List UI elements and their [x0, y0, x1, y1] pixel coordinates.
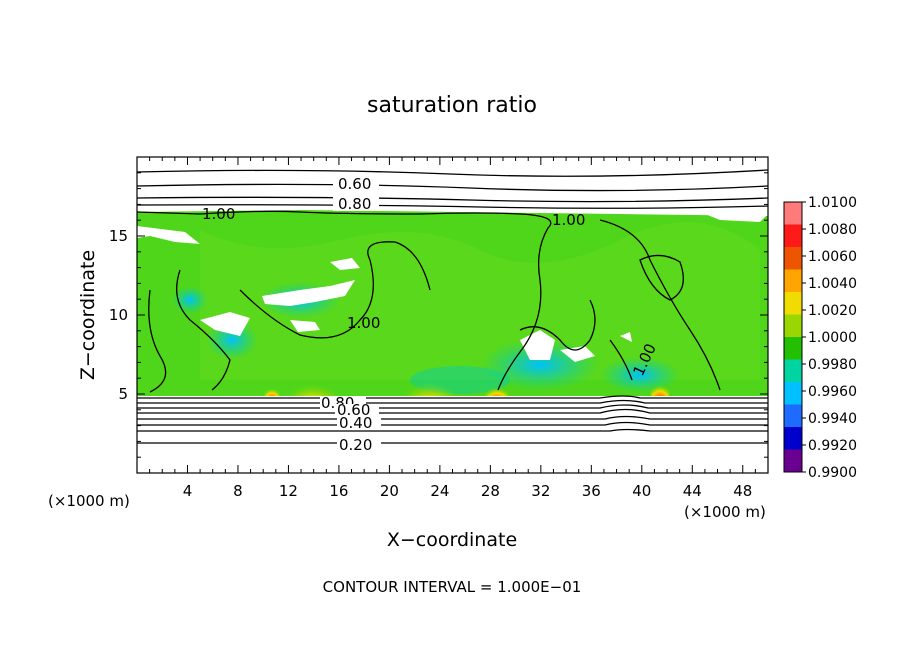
y-tick-label: 5: [118, 385, 128, 403]
x-tick-label: 20: [380, 482, 399, 500]
contour-label: 1.00: [347, 314, 380, 332]
colorbar-swatch: [784, 449, 802, 473]
x-tick-label: 48: [733, 482, 752, 500]
colorbar-swatch: [784, 382, 802, 405]
y-axis: 5 10 15: [109, 156, 768, 474]
contour-labels: 0.60 0.80 1.00 1.00 1.00 1.00 0.80 0.60 …: [202, 175, 660, 454]
colorbar-label: 1.0020: [808, 303, 857, 319]
colorbar-swatch: [784, 359, 802, 383]
colorbar-swatch: [784, 427, 802, 450]
x-tick-label: 44: [683, 482, 702, 500]
x-axis-title: X−coordinate: [387, 529, 517, 551]
colorbar-label: 0.9940: [808, 411, 857, 427]
contour-label: 0.80: [338, 195, 371, 213]
contour-interval-note: CONTOUR INTERVAL = 1.000E−01: [323, 578, 582, 596]
x-tick-label: 24: [430, 482, 449, 500]
x-tick-label: 4: [183, 482, 193, 500]
x-unit-right: (×1000 m): [684, 503, 766, 521]
colorbar-swatch: [784, 202, 802, 225]
colorbar-label: 0.9980: [808, 357, 857, 373]
colorbar-swatch: [784, 337, 802, 360]
contour-label: 1.00: [202, 205, 235, 223]
x-unit-left: (×1000 m): [48, 492, 130, 510]
x-axis: 4 8 12 16 20 24 28 32 36 40 44 48: [136, 157, 769, 500]
contour-label: 0.40: [339, 414, 372, 432]
colorbar-label: 0.9920: [808, 438, 857, 454]
x-tick-label: 40: [632, 482, 651, 500]
x-tick-label: 28: [481, 482, 500, 500]
x-tick-label: 16: [329, 482, 348, 500]
x-tick-label: 36: [582, 482, 601, 500]
colorbar-label: 1.0100: [808, 195, 857, 211]
contour-label: 1.00: [552, 211, 585, 229]
contour-label: 0.60: [337, 401, 370, 419]
x-tick-label: 32: [531, 482, 550, 500]
heatmap-field: [137, 157, 768, 473]
colorbar-label: 1.0040: [808, 276, 857, 292]
y-axis-title: Z−coordinate: [77, 250, 99, 380]
colorbar-label: 1.0060: [808, 249, 857, 265]
contour-label: 0.20: [339, 436, 372, 454]
colorbar-label: 0.9900: [808, 465, 857, 481]
x-tick-label: 12: [279, 482, 298, 500]
contour-label: 0.60: [338, 175, 371, 193]
colorbar-label: 1.0080: [808, 222, 857, 238]
colorbar-swatch: [784, 247, 802, 270]
colorbar-swatch: [784, 224, 802, 248]
colorbar-label: 0.9960: [808, 384, 857, 400]
y-tick-label: 10: [109, 306, 128, 324]
x-tick-label: 8: [233, 482, 243, 500]
colorbar-swatch: [784, 314, 802, 338]
colorbar-swatch: [784, 404, 802, 428]
y-tick-label: 15: [109, 227, 128, 245]
colorbar-swatch: [784, 269, 802, 293]
colorbar: 1.0100 1.0080 1.0060 1.0040 1.0020 1.0000 0.99…: [783, 195, 857, 481]
colorbar-swatch: [784, 292, 802, 315]
colorbar-label: 1.0000: [808, 330, 857, 346]
chart-title: saturation ratio: [367, 93, 537, 118]
